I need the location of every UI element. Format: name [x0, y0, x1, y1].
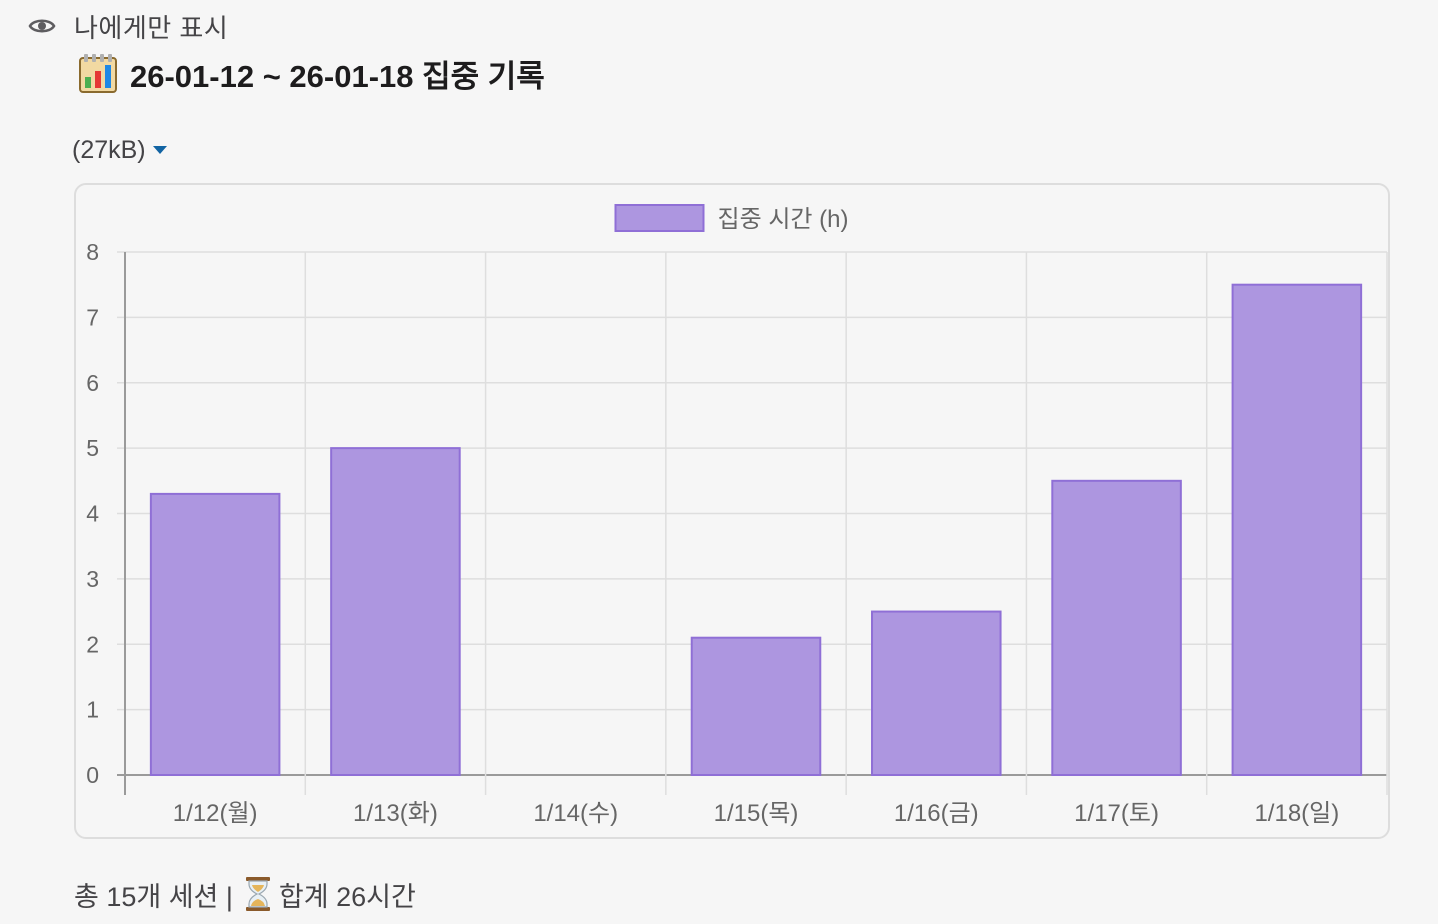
x-tick-label: 1/17(토) [1074, 800, 1159, 827]
bar[interactable] [1051, 479, 1182, 776]
summary-total: 합계 26시간 [278, 881, 416, 912]
bar[interactable] [149, 492, 281, 776]
bar[interactable] [1231, 283, 1363, 776]
legend-label[interactable]: 집중 시간 (h) [718, 206, 849, 233]
y-tick-label: 4 [86, 501, 99, 527]
visibility-indicator: 나에게만 표시 [28, 6, 228, 46]
x-tick-label: 1/16(금) [894, 800, 979, 827]
y-tick-label: 1 [86, 697, 99, 723]
x-tick-label: 1/15(목) [714, 800, 799, 827]
y-tick-label: 2 [86, 631, 99, 657]
x-tick-label: 1/18(일) [1254, 800, 1339, 827]
y-tick-label: 7 [86, 304, 99, 330]
y-tick-label: 0 [86, 762, 99, 788]
bar[interactable] [871, 610, 1002, 776]
chart-container: 0 1 2 3 4 5 6 7 8 1/12(월) 1/13(화) 1/14(수) 1/15(목) 1/1… [74, 183, 1390, 839]
message-title: 26-01-12 ~ 26-01-18 집중 기록 [130, 58, 545, 94]
bar[interactable] [690, 636, 822, 776]
summary-sessions: 총 15개 세션 | [74, 881, 233, 912]
bar-chart: 0 1 2 3 4 5 6 7 8 1/12(월) 1/13(화) 1/14(수) 1/15(목) 1/1… [86, 204, 1388, 827]
x-tick-label: 1/13(화) [353, 800, 438, 827]
message-title-row: 26-01-12 ~ 26-01-18 집중 기록 [76, 50, 545, 96]
y-tick-label: 5 [86, 435, 99, 461]
y-tick-label: 6 [86, 370, 99, 396]
x-tick-label: 1/14(수) [533, 800, 618, 827]
bar[interactable] [330, 447, 461, 776]
x-tick-label: 1/12(월) [173, 800, 258, 827]
caret-down-icon[interactable] [152, 144, 168, 156]
visibility-label: 나에게만 표시 [74, 12, 229, 43]
attachment-size: (27kB) [72, 135, 146, 164]
summary-line: 총 15개 세션 | 합계 26시간 [74, 872, 416, 916]
legend-swatch[interactable] [614, 204, 705, 232]
y-tick-label: 8 [86, 239, 99, 265]
hourglass-icon [245, 877, 270, 911]
bar-chart-icon [79, 54, 117, 93]
y-tick-label: 3 [86, 566, 99, 592]
attachment-toggle[interactable]: (27kB) [72, 132, 168, 168]
eye-icon [28, 19, 56, 33]
